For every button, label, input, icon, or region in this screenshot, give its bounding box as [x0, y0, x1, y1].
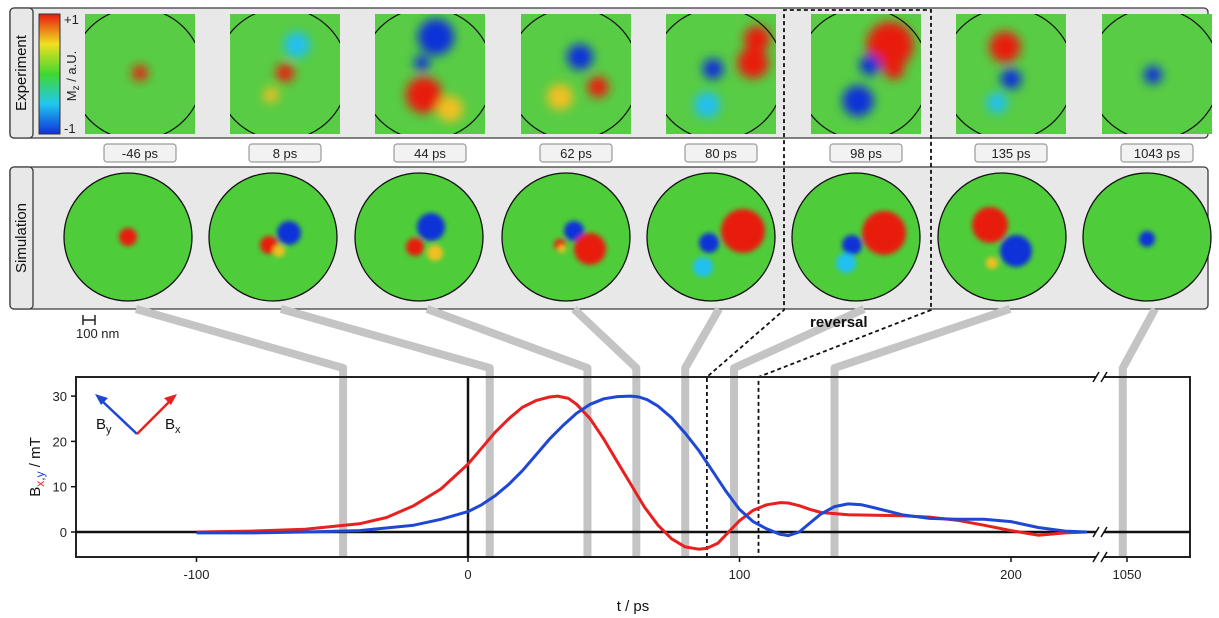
time-label: 1043 ps [1120, 143, 1194, 163]
svg-text:1043 ps: 1043 ps [1134, 146, 1181, 161]
connector-lines [134, 305, 1159, 557]
y-tick-label: 30 [53, 389, 67, 404]
x-tick-label: 200 [1000, 567, 1022, 582]
time-label: 135 ps [974, 143, 1048, 163]
y-tick-label: 0 [60, 525, 67, 540]
connector-line [730, 305, 866, 557]
svg-text:44 ps: 44 ps [414, 146, 446, 161]
chart-series [196, 394, 1088, 551]
scale-bar: 100 nm [76, 315, 119, 341]
y-tick-label: 20 [53, 434, 67, 449]
simulation-frame [1082, 172, 1212, 302]
chart-ticks: -100 0 100 200 1050 0 10 20 30 [53, 389, 1142, 582]
reversal-label: reversal [810, 314, 868, 331]
simulation-frame [354, 172, 484, 302]
time-label: -46 ps [103, 143, 177, 163]
simulation-row-label: Simulation [13, 203, 30, 273]
x-axis-label: t / ps [617, 598, 650, 615]
svg-text:135 ps: 135 ps [991, 146, 1031, 161]
time-label: 80 ps [684, 143, 758, 163]
svg-text:-46 ps: -46 ps [122, 146, 159, 161]
svg-text:62 ps: 62 ps [560, 146, 592, 161]
svg-text:8 ps: 8 ps [273, 146, 298, 161]
legend-by-label: By [96, 416, 112, 436]
simulation-frame [646, 172, 776, 302]
simulation-frame [791, 172, 921, 302]
connector-line [571, 306, 641, 557]
svg-text:98 ps: 98 ps [850, 146, 882, 161]
x-tick-label: 0 [464, 567, 471, 582]
experiment-frame [85, 14, 195, 134]
experiment-frame [666, 14, 776, 134]
connector-line [425, 305, 592, 557]
series-bx [196, 394, 1088, 551]
simulation-frame [501, 172, 631, 302]
plot-frame [75, 376, 1191, 558]
time-labels: -46 ps 8 ps 44 ps 62 ps 80 ps 98 ps 135 ps 1043… [103, 143, 1194, 163]
experiment-frame [811, 14, 921, 134]
x-tick-label: 1050 [1113, 567, 1142, 582]
scale-bar-label: 100 nm [76, 326, 119, 341]
time-label: 44 ps [393, 143, 467, 163]
experiment-frame [375, 14, 485, 134]
time-label: 8 ps [248, 143, 322, 163]
connector-line [1118, 307, 1159, 557]
reversal-box-outline [706, 9, 932, 557]
series-by [196, 394, 1088, 538]
connector-line [134, 305, 348, 557]
simulation-images [63, 172, 1212, 302]
time-label: 98 ps [829, 143, 903, 163]
time-label: 62 ps [539, 143, 613, 163]
simulation-frame [63, 172, 193, 302]
field-legend: By Bx [95, 394, 181, 436]
y-axis-label: Bx,y / mT [27, 437, 47, 497]
simulation-frame [937, 172, 1067, 302]
colorbar: +1 -1 Mz / a.U. [38, 12, 82, 136]
experiment-images [85, 14, 1212, 134]
connector-line [681, 307, 723, 557]
svg-text:80 ps: 80 ps [705, 146, 737, 161]
colorbar-max-label: +1 [64, 12, 79, 27]
experiment-frame [1102, 14, 1212, 134]
experiment-frame [521, 14, 631, 134]
y-tick-label: 10 [53, 480, 67, 495]
x-tick-label: -100 [183, 567, 209, 582]
reversal-highlight [706, 9, 932, 557]
experiment-frame [956, 14, 1066, 134]
connector-line [279, 305, 494, 557]
colorbar-min-label: -1 [64, 121, 76, 136]
experiment-frame [230, 14, 340, 134]
simulation-frame [208, 172, 338, 302]
connector-line [830, 305, 1012, 557]
experiment-row-label: Experiment [13, 34, 30, 111]
x-tick-label: 100 [729, 567, 751, 582]
colorbar-title: Mz / a.U. [64, 51, 82, 102]
legend-bx-label: Bx [165, 416, 181, 436]
